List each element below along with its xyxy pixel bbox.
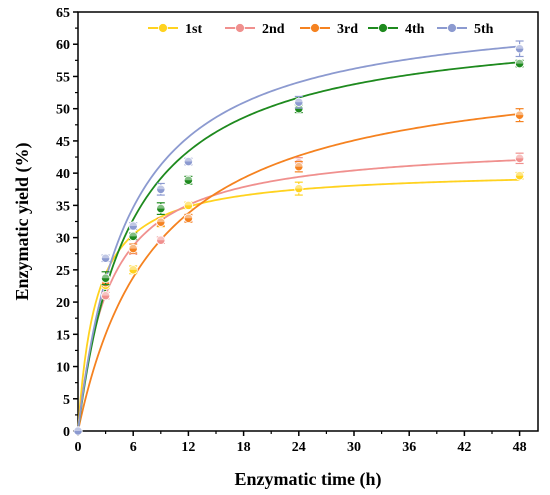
point-highlight-4th — [515, 59, 524, 64]
point-2nd — [101, 291, 111, 301]
x-tick-label: 48 — [513, 440, 527, 455]
point-3rd — [514, 110, 525, 120]
point-5th — [514, 44, 525, 54]
point-highlight-1st — [294, 184, 303, 189]
point-highlight-3rd — [515, 110, 524, 116]
y-tick-label: 40 — [56, 167, 70, 182]
point-4th — [101, 273, 111, 283]
point-1st — [128, 265, 138, 275]
legend-marker-5th — [447, 23, 457, 33]
point-5th — [156, 184, 166, 194]
legend-marker-2nd — [235, 23, 245, 33]
point-highlight-1st — [184, 201, 193, 206]
point-highlight-3rd — [129, 244, 138, 249]
x-axis-title: Enzymatic time (h) — [235, 469, 382, 490]
axes: 0 6 12 18 24 30 36 42 48 0 5 10 15 20 25 30 35 40 45 50 55 60… — [12, 6, 539, 490]
point-highlight-5th — [184, 157, 193, 162]
point-5th — [294, 97, 304, 107]
point-4th — [156, 204, 166, 214]
fit-curve-2nd — [77, 159, 520, 432]
point-highlight-2nd — [515, 154, 524, 159]
x-tick-label: 36 — [402, 440, 416, 455]
x-tick-label: 18 — [237, 440, 251, 455]
x-tick-label: 30 — [347, 440, 361, 455]
legend-label-2nd: 2nd — [262, 22, 285, 37]
point-4th — [128, 231, 138, 241]
fit-curve-1st — [77, 178, 520, 432]
legend-marker-1st — [158, 23, 168, 33]
point-highlight-2nd — [101, 291, 110, 296]
point-2nd — [514, 153, 525, 163]
x-tick-label: 42 — [457, 440, 471, 455]
y-tick-label: 20 — [56, 296, 70, 311]
point-5th — [101, 253, 111, 263]
point-highlight-2nd — [156, 235, 165, 241]
point-highlight-4th — [184, 176, 193, 181]
legend-label-5th: 5th — [474, 22, 494, 37]
y-tick-label: 25 — [56, 264, 70, 279]
point-4th — [514, 58, 525, 69]
y-tick-label: 5 — [63, 393, 70, 408]
point-5th — [128, 221, 138, 231]
point-highlight-1st — [129, 265, 138, 270]
legend-label-4th: 4th — [405, 22, 425, 37]
fit-curve-4th — [77, 61, 520, 432]
y-tick-label: 10 — [56, 361, 70, 376]
point-4th — [183, 175, 193, 185]
data-points — [73, 40, 525, 436]
legend-label-3rd: 3rd — [337, 22, 358, 37]
point-3rd — [128, 243, 138, 254]
fit-curve-5th — [77, 45, 520, 432]
point-1st — [183, 200, 193, 210]
y-tick-label: 35 — [56, 199, 70, 214]
legend-marker-3rd — [310, 23, 320, 33]
x-tick-label: 12 — [181, 440, 195, 455]
point-highlight-5th — [294, 98, 303, 103]
x-tick-label: 24 — [292, 440, 306, 455]
legend: 1st 2nd 3rd 4th 5th — [148, 22, 494, 37]
y-tick-label: 45 — [56, 135, 70, 150]
point-highlight-5th — [515, 44, 524, 49]
point-3rd — [156, 217, 166, 227]
point-1st — [294, 184, 304, 194]
point-5th — [183, 156, 193, 167]
point-1st — [514, 171, 525, 181]
point-highlight-3rd — [156, 217, 165, 223]
fit-curve-3rd — [77, 113, 520, 432]
point-highlight-1st — [515, 171, 524, 176]
point-highlight-3rd — [294, 162, 303, 167]
plot-frame — [77, 11, 539, 432]
legend-label-1st: 1st — [185, 22, 202, 37]
point-highlight-4th — [129, 232, 138, 237]
point-highlight-4th — [101, 274, 110, 279]
point-2nd — [156, 235, 166, 245]
y-axis-title: Enzymatic yield (%) — [12, 143, 33, 301]
point-3rd — [183, 213, 193, 223]
point-highlight-3rd — [184, 214, 193, 219]
point-highlight-5th — [73, 426, 83, 431]
y-tick-label: 65 — [56, 6, 70, 21]
point-3rd — [294, 162, 304, 172]
y-tick-label: 15 — [56, 328, 70, 343]
y-tick-label: 0 — [63, 425, 70, 440]
x-tick-label: 0 — [75, 440, 82, 455]
point-highlight-5th — [101, 254, 110, 259]
point-5th — [73, 426, 83, 436]
x-tick-label: 6 — [130, 440, 137, 455]
point-highlight-5th — [129, 221, 138, 227]
legend-marker-4th — [378, 23, 388, 33]
point-highlight-5th — [156, 185, 165, 190]
y-tick-label: 55 — [56, 70, 70, 85]
y-tick-label: 60 — [56, 38, 70, 53]
point-highlight-4th — [156, 204, 165, 209]
y-tick-label: 50 — [56, 103, 70, 118]
y-tick-label: 30 — [56, 232, 70, 247]
